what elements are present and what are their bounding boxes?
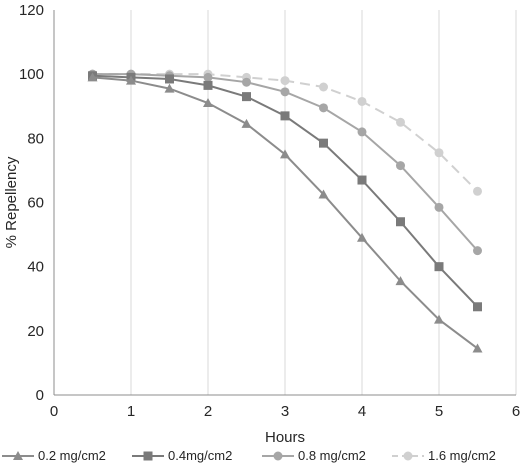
x-tick-label: 6	[512, 403, 520, 420]
data-point-triangle-marker	[203, 98, 213, 108]
y-tick-label: 60	[27, 195, 44, 212]
legend-triangle-marker	[13, 451, 23, 460]
data-point-triangle-marker	[318, 189, 329, 199]
legend-square-marker	[143, 451, 153, 461]
y-tick-label: 20	[27, 323, 44, 340]
x-tick-label: 5	[435, 403, 443, 420]
y-axis-title: % Repellency	[3, 156, 20, 248]
x-axis-title: Hours	[265, 429, 305, 446]
data-point-circle-marker	[396, 161, 405, 171]
x-tick-label: 2	[204, 403, 212, 420]
data-point-circle-marker	[357, 127, 367, 137]
data-point-circle-marker	[473, 186, 482, 196]
legend-entry: 0.8 mg/cm2	[262, 448, 366, 463]
data-point-circle-marker	[280, 87, 290, 97]
data-point-circle-marker	[434, 202, 444, 212]
legend-entry: 1.6 mg/cm2	[392, 448, 496, 463]
legend: 0.2 mg/cm2 0.4mg/cm2 0.8 mg/cm2 1.6 mg/cm2	[2, 448, 496, 463]
x-tick-label: 4	[358, 403, 366, 420]
data-point-triangle-marker	[434, 314, 444, 324]
y-tick-label: 100	[19, 66, 44, 83]
data-point-circle-marker	[434, 148, 444, 158]
y-tick-label: 120	[19, 2, 44, 19]
data-point-circle-marker	[357, 96, 367, 106]
x-tick-label: 3	[281, 403, 289, 420]
data-point-square-marker	[280, 111, 290, 121]
data-point-triangle-marker	[280, 149, 290, 159]
y-tick-label: 40	[27, 259, 44, 276]
grid	[130, 10, 517, 395]
legend-circle-marker	[403, 451, 413, 461]
data-point-triangle-marker	[126, 75, 136, 85]
legend-label: 1.6 mg/cm2	[428, 448, 496, 463]
data-point-square-marker	[396, 217, 405, 227]
y-tick-label: 0	[36, 387, 44, 404]
data-point-triangle-marker	[472, 343, 483, 353]
data-point-square-marker	[203, 80, 213, 90]
legend-label: 0.8 mg/cm2	[298, 448, 366, 463]
data-point-circle-marker	[319, 82, 328, 92]
legend-entry: 0.2 mg/cm2	[2, 448, 106, 463]
data-point-triangle-marker	[241, 118, 252, 128]
x-tick-label: 1	[127, 403, 135, 420]
axes	[53, 10, 516, 396]
series	[87, 69, 483, 353]
legend-circle-marker	[273, 451, 283, 461]
data-point-circle-marker	[242, 77, 251, 87]
data-point-square-marker	[473, 302, 482, 312]
data-point-circle-marker	[473, 246, 482, 256]
data-point-square-marker	[357, 175, 367, 185]
legend-label: 0.2 mg/cm2	[38, 448, 106, 463]
data-point-triangle-marker	[357, 232, 367, 242]
data-point-square-marker	[434, 262, 444, 272]
data-point-circle-marker	[319, 103, 328, 113]
data-point-triangle-marker	[164, 83, 175, 93]
series-1	[87, 72, 483, 353]
legend-label: 0.4mg/cm2	[168, 448, 232, 463]
data-point-square-marker	[242, 92, 251, 102]
data-point-circle-marker	[280, 76, 290, 86]
x-tick-label: 0	[50, 403, 58, 420]
data-point-circle-marker	[203, 72, 213, 82]
legend-entry: 0.4mg/cm2	[132, 448, 232, 463]
data-point-triangle-marker	[395, 276, 406, 286]
data-point-square-marker	[165, 74, 174, 84]
data-point-triangle-marker	[87, 72, 98, 82]
y-tick-label: 80	[27, 130, 44, 147]
data-point-square-marker	[319, 138, 328, 148]
data-point-circle-marker	[396, 117, 405, 127]
